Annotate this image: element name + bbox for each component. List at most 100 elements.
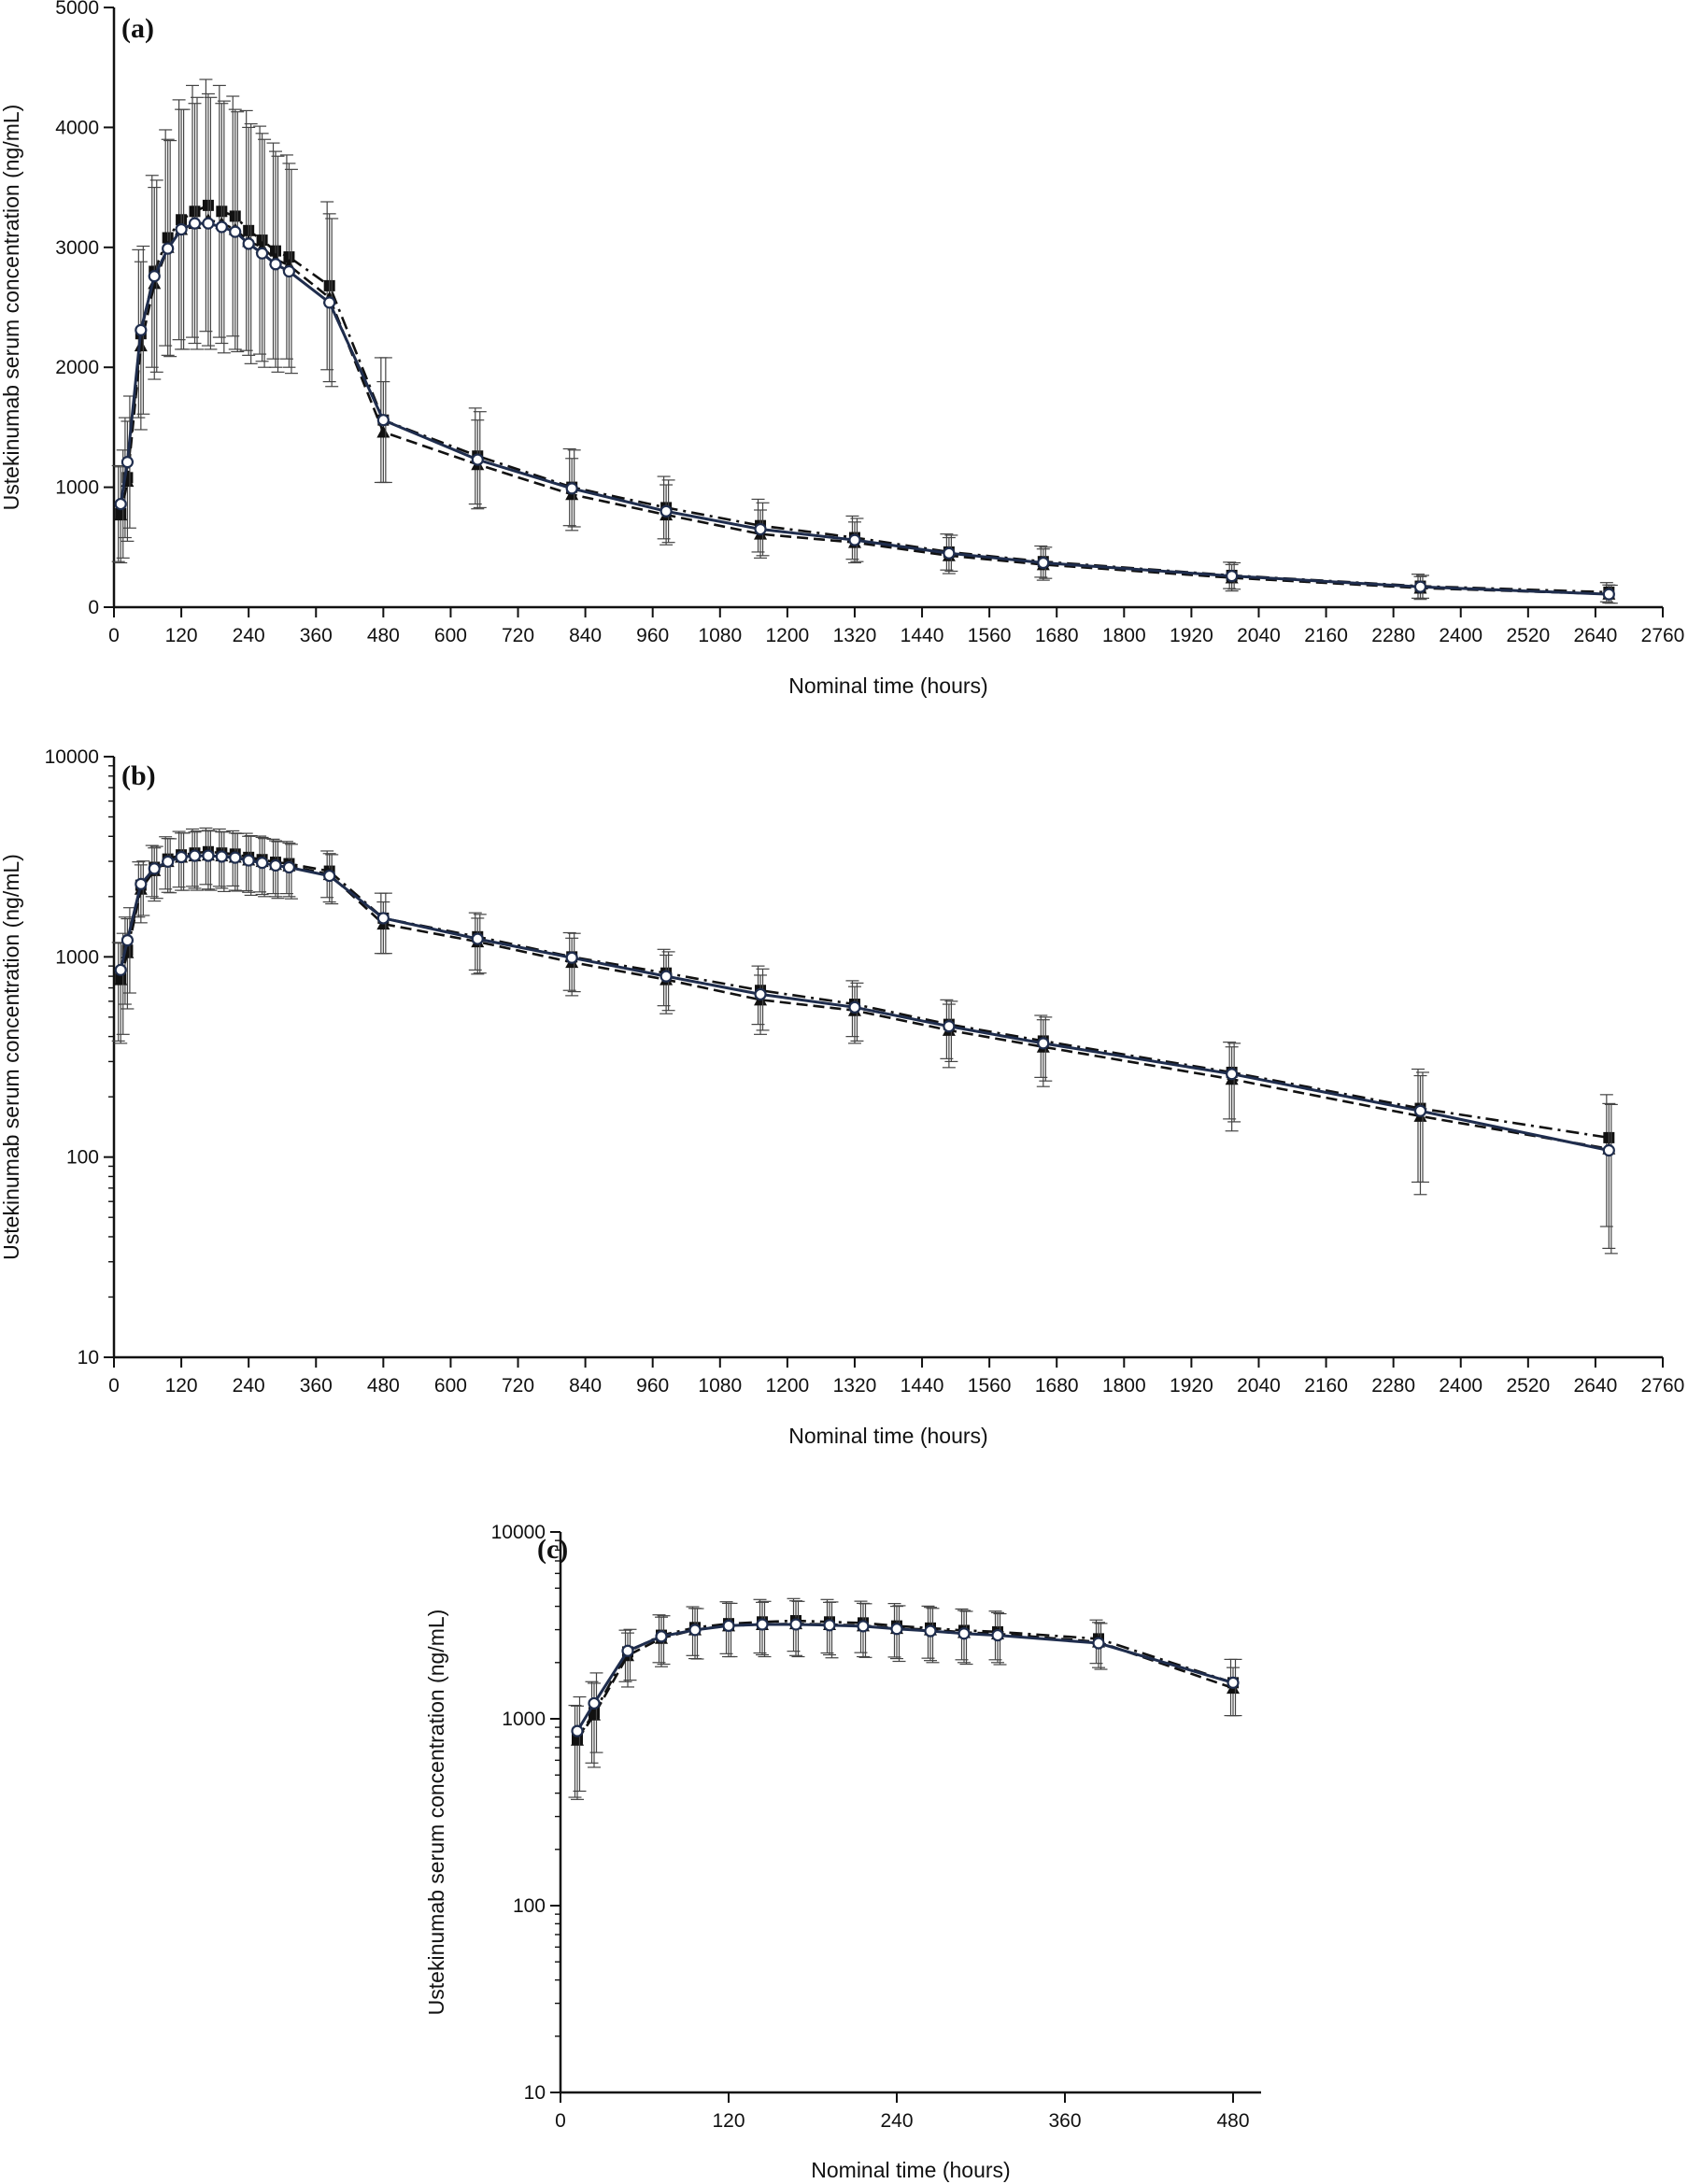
y-axis-title: Ustekinumab serum concentration (ng/mL) (0, 854, 23, 1260)
x-tick-label: 2400 (1439, 1375, 1482, 1397)
x-tick-label: 2520 (1506, 625, 1550, 646)
data-point-circle (255, 857, 269, 870)
data-point-circle (188, 849, 202, 862)
data-point-circle (754, 987, 767, 1001)
x-tick-label: 2160 (1304, 625, 1348, 646)
x-tick-label: 1320 (833, 625, 877, 646)
data-point-circle (135, 877, 148, 890)
x-axis-title: Nominal time (hours) (811, 2158, 1010, 2182)
data-point-triangle (114, 508, 128, 521)
y-tick-label: 10 (78, 1347, 99, 1369)
data-point-circle (991, 1628, 1004, 1642)
series-3 (571, 1600, 1242, 1793)
data-point-circle (924, 1624, 937, 1638)
data-point-circle (756, 1618, 769, 1631)
data-point-circle (135, 323, 148, 336)
data-point-circle (175, 222, 188, 236)
chart-panel-2: 0 120 240 360 480 600 720 840 960 1080 1200 1320 144… (0, 746, 1684, 1448)
data-point-circle (471, 453, 484, 466)
data-point-circle (823, 1619, 836, 1632)
data-point-circle (1413, 580, 1427, 593)
data-point-circle (943, 1020, 956, 1033)
y-tick-label: 10000 (491, 1522, 546, 1543)
x-tick-label: 960 (636, 1375, 669, 1397)
x-tick-label: 1800 (1102, 1375, 1146, 1397)
data-point-circle (202, 849, 215, 862)
data-point-circle (376, 912, 390, 925)
data-point-circle (957, 1627, 971, 1640)
data-point-circle (1226, 570, 1239, 583)
data-point-circle (471, 932, 484, 945)
data-point-circle (215, 850, 228, 863)
x-axis-title: Nominal time (hours) (788, 1424, 987, 1448)
x-tick-label: 360 (300, 625, 333, 646)
data-point-circle (282, 264, 296, 278)
x-tick-label: 600 (434, 625, 467, 646)
data-point-circle (722, 1619, 735, 1632)
data-point-circle (162, 242, 175, 255)
data-point-circle (282, 860, 296, 874)
data-point-triangle (588, 1708, 601, 1721)
data-point-circle (688, 1624, 702, 1637)
data-point-circle (848, 1000, 861, 1014)
x-tick-label: 1560 (968, 625, 1012, 646)
series-line (575, 1623, 1234, 1732)
x-tick-label: 2520 (1506, 1375, 1550, 1397)
x-tick-label: 2040 (1237, 625, 1281, 646)
x-tick-label: 2640 (1574, 625, 1618, 646)
x-tick-label: 2040 (1237, 1375, 1281, 1397)
x-tick-label: 480 (1216, 2110, 1249, 2132)
x-tick-label: 120 (165, 625, 198, 646)
series-3 (114, 96, 1618, 604)
x-tick-label: 960 (636, 625, 669, 646)
y-tick-label: 4000 (55, 117, 99, 138)
x-tick-label: 120 (165, 1375, 198, 1397)
x-tick-label: 240 (880, 2110, 913, 2132)
data-point-circle (121, 456, 135, 469)
data-point-circle (1602, 588, 1615, 601)
data-point-circle (269, 258, 282, 271)
x-tick-label: 2280 (1371, 625, 1415, 646)
data-point-circle (571, 1724, 584, 1737)
x-tick-label: 840 (569, 1375, 602, 1397)
chart-panel-3: 0 120 240 360 480 10 100 1000 10000 Nominal time … (424, 1522, 1261, 2182)
x-tick-label: 360 (300, 1375, 333, 1397)
data-point-circle (229, 851, 242, 864)
y-tick-label: 1000 (502, 1709, 546, 1730)
data-point-triangle (376, 425, 390, 438)
data-point-circle (148, 270, 161, 283)
y-tick-label: 3000 (55, 237, 99, 259)
data-point-circle (175, 850, 188, 864)
y-tick-label: 10000 (45, 746, 99, 768)
data-point-circle (121, 933, 135, 947)
data-point-circle (215, 220, 228, 234)
data-point-circle (565, 482, 578, 495)
data-point-circle (890, 1623, 903, 1636)
x-tick-label: 240 (233, 625, 265, 646)
x-tick-label: 0 (555, 2110, 566, 2132)
panel-label: (a) (121, 13, 154, 44)
panel-label: (b) (121, 760, 156, 791)
x-tick-label: 720 (502, 1375, 534, 1397)
x-tick-label: 480 (367, 625, 400, 646)
data-point-circle (660, 970, 673, 983)
data-point-circle (660, 504, 673, 518)
chart-panel-1: 0 120 240 360 480 600 720 840 960 1080 1200 1320 144… (0, 0, 1684, 698)
x-tick-label: 1200 (766, 1375, 810, 1397)
y-tick-label: 1000 (55, 946, 99, 968)
data-point-circle (789, 1618, 802, 1631)
x-tick-label: 1920 (1170, 625, 1213, 646)
y-tick-label: 100 (513, 1895, 546, 1917)
data-point-circle (255, 247, 269, 260)
x-tick-label: 2760 (1641, 1375, 1685, 1397)
data-point-circle (621, 1644, 634, 1657)
y-tick-label: 2000 (55, 357, 99, 378)
x-tick-label: 1320 (833, 1375, 877, 1397)
x-tick-label: 1560 (968, 1375, 1012, 1397)
panel-label: (c) (537, 1534, 568, 1565)
x-tick-label: 1080 (698, 1375, 742, 1397)
data-point-circle (1602, 1143, 1615, 1157)
data-point-circle (242, 237, 255, 250)
x-tick-label: 1920 (1170, 1375, 1213, 1397)
